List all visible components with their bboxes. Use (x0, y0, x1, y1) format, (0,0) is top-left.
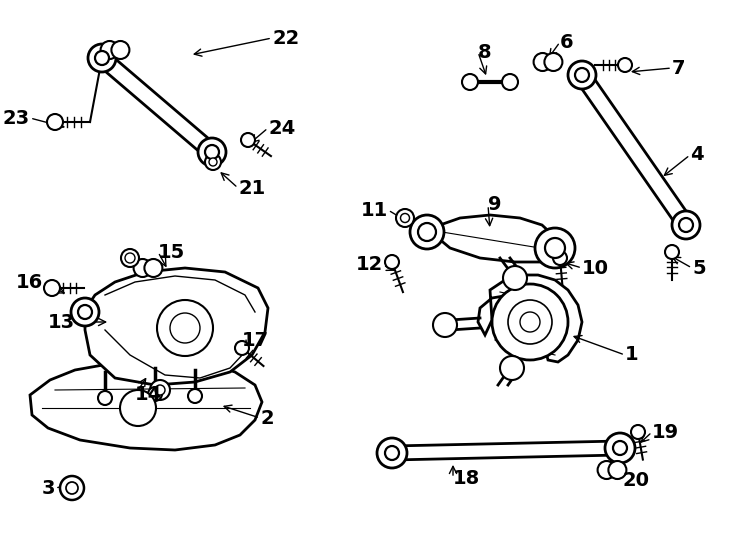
Circle shape (613, 441, 627, 455)
Circle shape (608, 461, 626, 479)
Circle shape (98, 391, 112, 405)
Circle shape (545, 53, 562, 71)
Circle shape (418, 223, 436, 241)
Circle shape (500, 356, 524, 380)
Circle shape (241, 133, 255, 147)
Text: 1: 1 (625, 346, 639, 365)
Circle shape (679, 218, 693, 232)
Text: 3: 3 (42, 478, 55, 497)
Circle shape (170, 313, 200, 343)
Circle shape (631, 425, 645, 439)
Circle shape (553, 251, 567, 265)
Circle shape (377, 438, 407, 468)
Text: 13: 13 (48, 313, 75, 332)
Circle shape (235, 341, 249, 355)
Circle shape (535, 228, 575, 268)
Circle shape (385, 255, 399, 269)
Polygon shape (97, 52, 217, 158)
Circle shape (66, 482, 78, 494)
Circle shape (134, 259, 152, 277)
Circle shape (209, 158, 217, 166)
Circle shape (520, 312, 540, 332)
Circle shape (88, 44, 116, 72)
Circle shape (95, 51, 109, 65)
Circle shape (205, 145, 219, 159)
Circle shape (462, 74, 478, 90)
Circle shape (112, 41, 129, 59)
Circle shape (125, 253, 135, 263)
Polygon shape (85, 268, 268, 385)
Text: 24: 24 (268, 118, 295, 138)
Circle shape (545, 238, 565, 258)
Circle shape (502, 74, 518, 90)
Polygon shape (392, 441, 620, 460)
Circle shape (71, 298, 99, 326)
Text: 7: 7 (672, 58, 686, 78)
Text: 11: 11 (360, 200, 388, 219)
Text: 19: 19 (652, 422, 679, 442)
Text: 10: 10 (582, 259, 609, 278)
Circle shape (121, 249, 139, 267)
Circle shape (597, 461, 616, 479)
Circle shape (385, 446, 399, 460)
Text: 17: 17 (242, 330, 269, 349)
Circle shape (120, 390, 156, 426)
Circle shape (145, 259, 162, 277)
Text: 20: 20 (622, 470, 649, 489)
Text: 21: 21 (238, 179, 265, 198)
Circle shape (155, 385, 165, 395)
Circle shape (60, 476, 84, 500)
Text: 16: 16 (15, 273, 43, 292)
Circle shape (665, 245, 679, 259)
Polygon shape (575, 70, 693, 230)
Text: 9: 9 (488, 195, 501, 214)
Circle shape (188, 389, 202, 403)
Circle shape (410, 215, 444, 249)
Circle shape (575, 68, 589, 82)
Circle shape (396, 209, 414, 227)
Text: 23: 23 (3, 109, 30, 127)
Text: 14: 14 (135, 386, 162, 404)
Text: 18: 18 (453, 469, 480, 488)
Circle shape (198, 138, 226, 166)
Circle shape (568, 61, 596, 89)
Polygon shape (30, 360, 262, 450)
Circle shape (47, 114, 63, 130)
Circle shape (503, 266, 527, 290)
Circle shape (534, 53, 551, 71)
Text: 15: 15 (158, 242, 185, 261)
Text: 5: 5 (692, 259, 705, 278)
Circle shape (101, 41, 119, 59)
Polygon shape (438, 215, 560, 262)
Circle shape (78, 305, 92, 319)
Circle shape (157, 300, 213, 356)
Circle shape (205, 154, 221, 170)
Circle shape (492, 284, 568, 360)
Circle shape (148, 387, 162, 401)
Circle shape (433, 313, 457, 337)
Text: 12: 12 (356, 255, 383, 274)
Text: 2: 2 (260, 408, 274, 428)
Circle shape (672, 211, 700, 239)
Circle shape (44, 280, 60, 296)
Circle shape (605, 433, 635, 463)
Circle shape (150, 380, 170, 400)
Text: 6: 6 (560, 32, 574, 51)
Polygon shape (478, 275, 582, 362)
Text: 22: 22 (272, 29, 299, 48)
Text: 8: 8 (478, 43, 492, 62)
Circle shape (401, 213, 410, 222)
Circle shape (618, 58, 632, 72)
Text: 4: 4 (690, 145, 704, 165)
Circle shape (508, 300, 552, 344)
